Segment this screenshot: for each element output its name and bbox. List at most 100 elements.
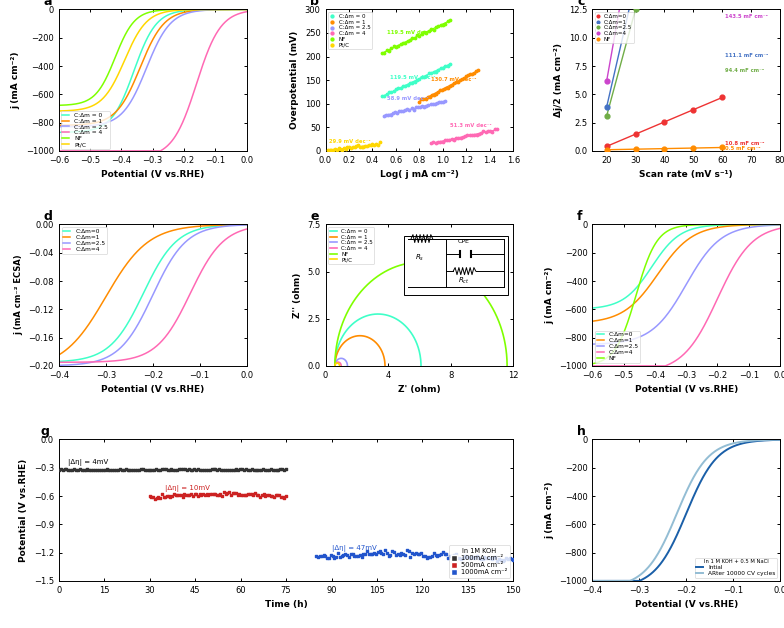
- Point: [139, 465, 151, 475]
- C:Δm = 0: [331, 355, 340, 363]
- Point: [357, 550, 369, 560]
- Point: [257, 464, 270, 474]
- C:Δm = 1: [468, 68, 481, 78]
- Pt/C: [335, 362, 344, 370]
- X-axis label: Z' (ohm): Z' (ohm): [398, 386, 441, 394]
- Point: [190, 465, 202, 475]
- Point: [383, 551, 395, 561]
- C:Δm = 4: [129, 147, 138, 154]
- Text: CPE: CPE: [458, 239, 470, 244]
- C:Δm = 4: [336, 361, 346, 369]
- C:Δm = 1: [434, 85, 446, 95]
- Point: [270, 490, 282, 501]
- Point: [165, 464, 178, 474]
- NF: [397, 38, 409, 48]
- Point: [502, 554, 514, 564]
- Point: [388, 547, 401, 557]
- NF: [420, 28, 433, 38]
- Point: [145, 492, 158, 502]
- NF: [413, 31, 426, 41]
- Pt/C: [338, 143, 350, 153]
- C:Δm = 1: [380, 362, 390, 370]
- C:Δm = 1: [77, 121, 86, 128]
- NF: [380, 45, 393, 55]
- Text: |Δη| = 4mV: |Δη| = 4mV: [68, 460, 108, 467]
- Y-axis label: j (mA cm⁻²): j (mA cm⁻²): [12, 51, 20, 109]
- Text: 130.7 mV dec⁻¹: 130.7 mV dec⁻¹: [431, 77, 477, 82]
- Line: C:Δm=2.5: C:Δm=2.5: [592, 225, 780, 344]
- Point: [273, 490, 285, 500]
- Point: [716, 143, 728, 153]
- C:Δm=1: [775, 221, 784, 229]
- Point: [398, 550, 411, 560]
- Point: [362, 549, 375, 559]
- Text: $R_s$: $R_s$: [415, 253, 424, 264]
- C:Δm=1: [54, 351, 64, 359]
- Point: [480, 553, 492, 563]
- Pt/C: [172, 6, 182, 14]
- C:Δm = 0: [376, 91, 388, 101]
- C:Δm=1: [724, 222, 734, 230]
- C:Δm = 4: [330, 362, 339, 370]
- C:Δm = 0: [129, 69, 138, 77]
- Pt/C: [335, 361, 344, 369]
- Pt/C: [358, 142, 370, 152]
- Point: [87, 465, 100, 475]
- Point: [135, 464, 147, 474]
- Point: [179, 465, 191, 475]
- NF: [441, 16, 454, 26]
- C:Δm = 4: [443, 134, 456, 144]
- C:Δm = 1: [423, 92, 436, 102]
- C:Δm = 2.5: [191, 8, 200, 15]
- C:Δm = 4: [473, 129, 485, 139]
- Text: f: f: [577, 210, 583, 223]
- C:Δm=1: [190, 223, 199, 230]
- Point: [267, 492, 280, 502]
- Point: [395, 548, 408, 558]
- C:Δm = 1: [417, 94, 430, 104]
- Point: [233, 489, 245, 499]
- C:Δm = 1: [330, 362, 339, 370]
- Point: [368, 548, 380, 558]
- Point: [240, 489, 252, 499]
- C:Δm = 0: [380, 89, 393, 99]
- Point: [209, 489, 222, 499]
- Point: [224, 465, 237, 475]
- Point: [280, 490, 292, 501]
- Pt/C: [368, 140, 380, 150]
- Point: [495, 555, 507, 565]
- C:Δm = 4: [330, 362, 339, 369]
- C:Δm = 1: [425, 90, 437, 100]
- Point: [263, 465, 275, 475]
- Point: [85, 465, 97, 475]
- C:Δm=4: [706, 310, 715, 317]
- Y-axis label: Z'' (ohm): Z'' (ohm): [293, 273, 302, 318]
- C:Δm = 2.5: [380, 110, 393, 120]
- C:Δm = 4: [450, 134, 463, 144]
- C:Δm = 1: [172, 11, 182, 18]
- Point: [125, 465, 138, 475]
- Point: [180, 465, 193, 475]
- Intial: [724, 445, 734, 452]
- C:Δm = 2.5: [330, 361, 339, 369]
- Point: [115, 465, 128, 475]
- Point: [334, 551, 347, 561]
- Point: [214, 489, 227, 499]
- Point: [466, 551, 478, 561]
- Point: [154, 465, 166, 475]
- C:Δm = 1: [413, 97, 426, 107]
- Point: [487, 553, 499, 563]
- Point: [53, 465, 65, 475]
- Line: C:Δm = 1: C:Δm = 1: [335, 336, 385, 366]
- NF: [129, 19, 138, 26]
- Point: [444, 551, 456, 561]
- Point: [314, 551, 326, 561]
- C:Δm=0: [190, 227, 199, 234]
- ARter 10000 CV cycles: [648, 557, 658, 565]
- Line: Pt/C: Pt/C: [59, 9, 247, 111]
- Point: [198, 465, 210, 475]
- Point: [361, 546, 373, 556]
- Point: [250, 490, 263, 501]
- C:Δm = 1: [430, 89, 442, 99]
- NF: [77, 99, 86, 106]
